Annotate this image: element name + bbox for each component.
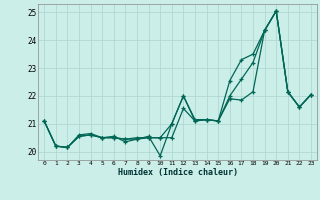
X-axis label: Humidex (Indice chaleur): Humidex (Indice chaleur) xyxy=(118,168,238,177)
